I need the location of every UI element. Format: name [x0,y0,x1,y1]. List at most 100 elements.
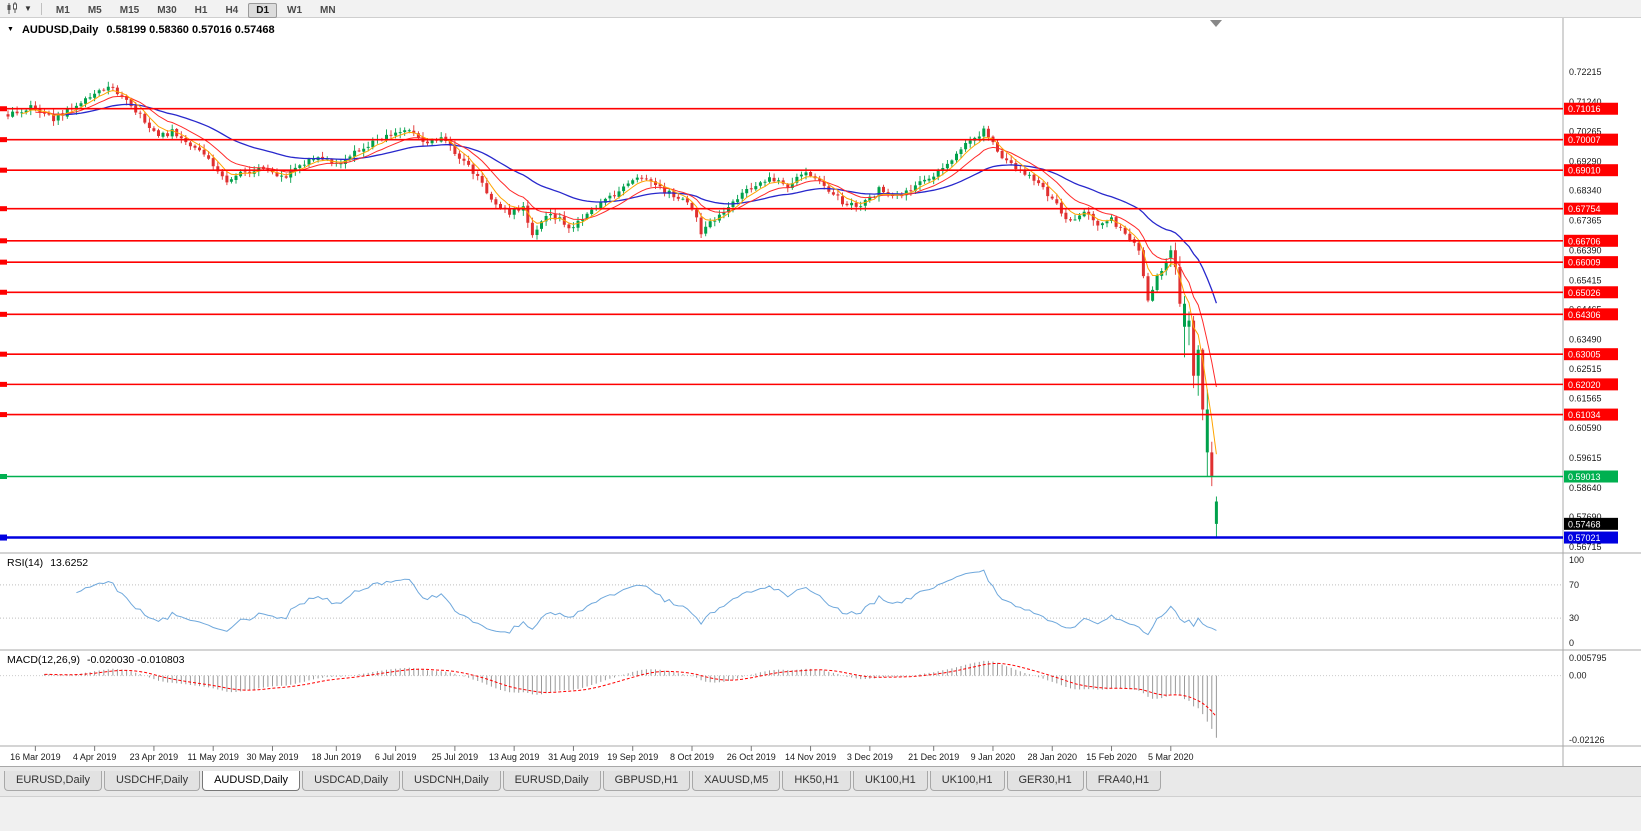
chart-window[interactable]: 100 70 30 0 0.005795 0.00 -0.02126 0.72215 0.712… [0,18,1641,766]
date-label: 25 Jul 2019 [432,752,479,762]
price-level-tag [1564,133,1618,146]
chart-tab-9-uk100-h1[interactable]: UK100,H1 [852,770,928,791]
date-label: 19 Sep 2019 [607,752,658,762]
line-left-marker [0,474,7,480]
line-left-marker [0,167,7,173]
chart-canvas[interactable]: 100 70 30 0 0.005795 0.00 -0.02126 0.72215 0.712… [0,18,1641,766]
price-axis-label: 0.58640 [1569,483,1602,493]
price-level-tag-text: 0.61034 [1568,410,1601,420]
line-left-marker [0,106,7,112]
date-label: 16 Mar 2019 [10,752,61,762]
up-candle-bodies [11,86,1218,524]
ma-fast-line [21,89,1217,455]
price-axis-label: 0.57690 [1569,512,1602,522]
price-axis-label: 0.69290 [1569,157,1602,167]
timeframe-button-h1[interactable]: H1 [194,4,208,16]
date-label: 23 Apr 2019 [130,752,179,762]
chart-tab-10-uk100-h1[interactable]: UK100,H1 [929,770,1005,791]
chart-tab-11-ger30-h1[interactable]: GER30,H1 [1006,770,1084,791]
chart-type-dropdown-caret[interactable]: ▼ [24,4,32,13]
price-level-tag [1564,378,1618,391]
chart-tab-5-eurusd-daily[interactable]: EURUSD,Daily [502,770,601,791]
chart-tabs: EURUSD,Daily USDCHF,Daily AUDUSD,Daily USDC… [0,766,1641,796]
price-axis-label: 0.59615 [1569,453,1602,463]
line-left-marker [0,311,7,317]
support-level-tag [1564,470,1618,483]
chart-shift-marker[interactable] [1210,20,1222,27]
chart-tab-6-gbpusd-h1[interactable]: GBPUSD,H1 [602,770,691,791]
price-axis-label: 0.61565 [1569,393,1602,403]
chart-tab-3-usdcad-daily[interactable]: USDCAD,Daily [302,770,401,791]
date-label: 21 Dec 2019 [908,752,959,762]
price-level-tag-text: 0.64306 [1568,310,1601,320]
price-axis-label: 0.70265 [1569,127,1602,137]
chart-tab-0-eurusd-daily[interactable]: EURUSD,Daily [4,770,102,791]
chart-tab-8-hk50-h1[interactable]: HK50,H1 [782,770,851,791]
line-left-marker [0,534,7,541]
line-left-marker [0,412,7,418]
chart-title: ▼ AUDUSD,Daily 0.58199 0.58360 0.57016 0… [7,24,275,36]
macd-histogram [44,660,1217,738]
date-label: 3 Dec 2019 [847,752,893,762]
date-label: 6 Jul 2019 [375,752,417,762]
timeframe-button-m30[interactable]: M30 [157,4,177,16]
price-axis-label: 0.72215 [1569,67,1602,77]
price-level-tag-text: 0.66706 [1568,236,1601,246]
price-level-tag-text: 0.69010 [1568,166,1601,176]
rsi-axis-label: 0 [1569,638,1574,648]
date-label: 11 May 2019 [188,752,239,762]
line-left-marker [0,289,7,295]
line-left-marker [0,206,7,212]
timeframe-button-m1[interactable]: M1 [55,4,70,16]
down-candle-bodies [6,86,1214,477]
date-label: 4 Apr 2019 [73,752,117,762]
ohlc-quote: 0.58199 0.58360 0.57016 0.57468 [106,24,275,36]
rsi-axis-label: 70 [1569,580,1579,590]
collapse-icon[interactable]: ▼ [7,25,14,33]
date-label: 5 Mar 2020 [1148,752,1194,762]
macd-axis-label: -0.02126 [1569,735,1605,745]
rsi-line [76,569,1217,636]
timeframe-button-mn[interactable]: MN [320,4,336,16]
down-candle-wicks [7,83,1213,487]
bid-level-tag-text: 0.57021 [1568,533,1601,543]
date-label: 14 Nov 2019 [785,752,836,762]
chart-tab-7-xauusd-m5[interactable]: XAUUSD,M5 [692,770,781,791]
price-level-tag-text: 0.70007 [1568,135,1601,145]
chart-tab-2-audusd-daily[interactable]: AUDUSD,Daily [202,770,301,791]
timeframe-button-m15[interactable]: M15 [119,4,140,16]
date-label: 28 Jan 2020 [1027,752,1077,762]
macd-values: -0.020030 -0.010803 [86,654,185,666]
date-label: 30 May 2019 [246,752,298,762]
timeframe-button-d1[interactable]: D1 [248,2,278,18]
line-left-marker [0,259,7,265]
date-label: 18 Jun 2019 [312,752,362,762]
price-axis-label: 0.65415 [1569,275,1602,285]
line-left-marker [0,381,7,387]
price-level-tag [1564,348,1618,361]
chart-tab-12-fra40-h1[interactable]: FRA40,H1 [1085,770,1162,791]
bid-level-tag [1564,531,1618,544]
price-level-tag [1564,408,1618,421]
rsi-label: RSI(14) 13.6252 [7,557,88,569]
current-price-tag [1564,517,1618,530]
price-level-tag-text: 0.71016 [1568,104,1601,114]
timeframe-button-w1[interactable]: W1 [287,4,303,16]
line-left-marker [0,137,7,143]
rsi-value: 13.6252 [50,557,89,569]
timeframe-button-h4[interactable]: H4 [225,4,239,16]
chart-tab-4-usdcnh-daily[interactable]: USDCNH,Daily [402,770,501,791]
timeframe-toolbar: ▼ M1 M5 M15 M30 H1 H4 D1 W1 MN [0,0,1641,18]
status-bar [0,796,1641,831]
chart-tab-1-usdchf-daily[interactable]: USDCHF,Daily [103,770,201,791]
up-candle-wicks [12,81,1217,538]
line-left-marker [0,238,7,244]
date-label: 13 Aug 2019 [489,752,540,762]
ma-slow-line [53,103,1218,304]
price-axis-label: 0.71240 [1569,97,1602,107]
timeframe-button-m5[interactable]: M5 [87,4,102,16]
chart-type-icon[interactable] [6,2,21,15]
price-level-tag-text: 0.67754 [1568,204,1601,214]
date-label: 15 Feb 2020 [1086,752,1137,762]
rsi-axis-label: 30 [1569,613,1579,623]
